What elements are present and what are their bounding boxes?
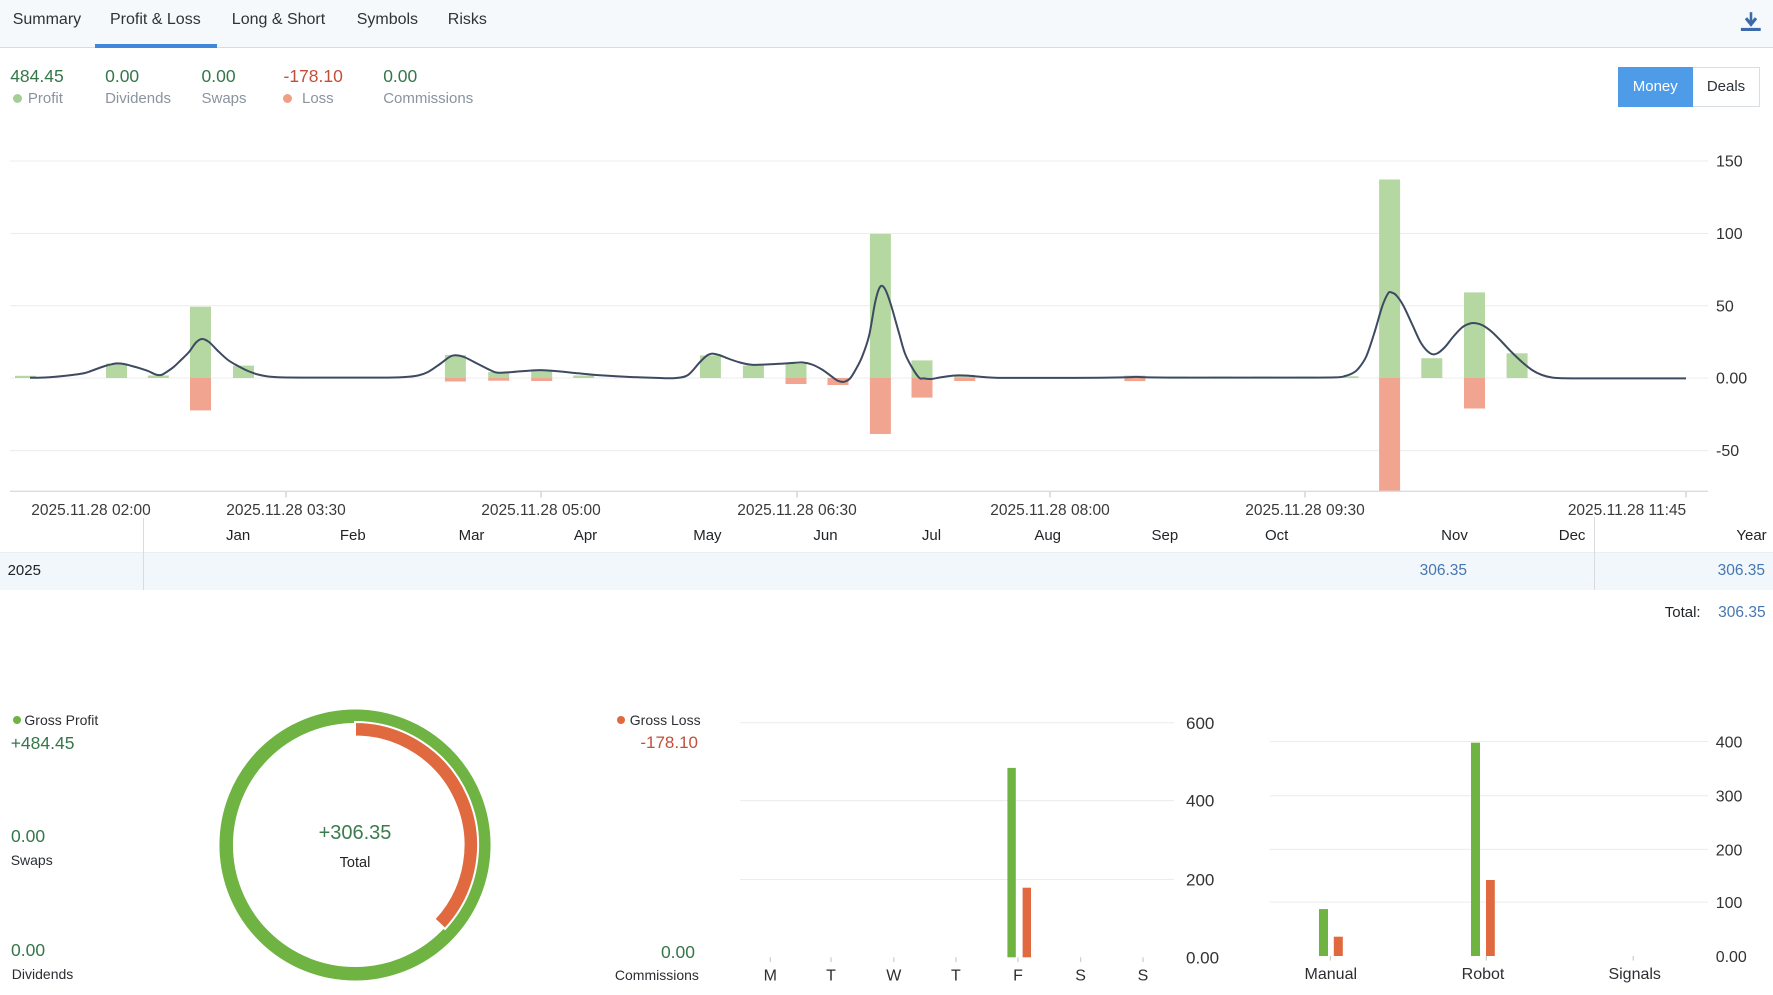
svg-text:0.00: 0.00 [1186, 948, 1219, 967]
svg-text:W: W [886, 968, 902, 985]
svg-text:100: 100 [1716, 226, 1743, 243]
svg-text:400: 400 [1186, 792, 1214, 811]
svg-text:F: F [1013, 968, 1023, 985]
svg-text:2025.11.28 06:30: 2025.11.28 06:30 [737, 502, 857, 519]
svg-text:T: T [951, 968, 961, 985]
svg-text:2025.11.28 11:45: 2025.11.28 11:45 [1568, 502, 1686, 519]
svg-text:S: S [1075, 968, 1086, 985]
svg-text:-50: -50 [1716, 443, 1739, 460]
svg-text:T: T [826, 968, 836, 985]
svg-text:200: 200 [1186, 871, 1214, 890]
svg-text:0.00: 0.00 [1716, 949, 1747, 966]
svg-text:2025.11.28 08:00: 2025.11.28 08:00 [990, 502, 1110, 519]
svg-text:Signals: Signals [1608, 966, 1660, 983]
svg-text:2025.11.28 02:00: 2025.11.28 02:00 [31, 502, 151, 519]
svg-text:400: 400 [1716, 735, 1743, 752]
svg-text:S: S [1138, 968, 1149, 985]
svg-text:600: 600 [1186, 714, 1214, 733]
svg-text:100: 100 [1716, 895, 1743, 912]
svg-text:Manual: Manual [1305, 966, 1357, 983]
svg-text:0.00: 0.00 [1716, 371, 1747, 388]
svg-text:300: 300 [1716, 789, 1743, 806]
svg-text:M: M [764, 968, 777, 985]
svg-text:150: 150 [1716, 154, 1743, 171]
svg-text:2025.11.28 09:30: 2025.11.28 09:30 [1245, 502, 1365, 519]
svg-text:2025.11.28 05:00: 2025.11.28 05:00 [481, 502, 601, 519]
svg-text:2025.11.28 03:30: 2025.11.28 03:30 [226, 502, 346, 519]
svg-text:Robot: Robot [1462, 966, 1505, 983]
svg-text:200: 200 [1716, 842, 1743, 859]
svg-text:50: 50 [1716, 298, 1734, 315]
